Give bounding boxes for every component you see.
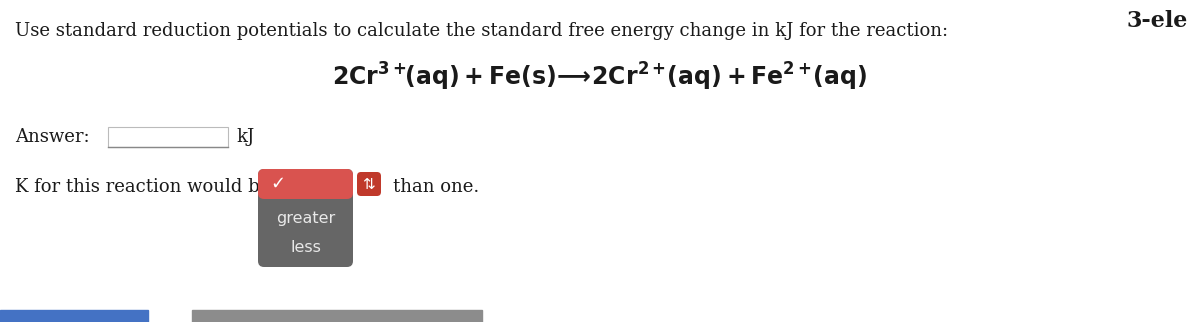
Text: greater: greater <box>276 211 335 225</box>
Text: less: less <box>290 241 320 255</box>
Text: 3-ele: 3-ele <box>1127 10 1188 32</box>
Text: $\mathbf{2Cr^{3+\!\!}(aq) + Fe(s) \!\longrightarrow\! 2Cr^{2+\!}(aq) + Fe^{2+\!}: $\mathbf{2Cr^{3+\!\!}(aq) + Fe(s) \!\lon… <box>332 61 868 93</box>
FancyBboxPatch shape <box>358 172 382 196</box>
Text: K for this reaction would b: K for this reaction would b <box>14 178 259 196</box>
Bar <box>0 310 148 322</box>
FancyBboxPatch shape <box>108 127 228 147</box>
Text: ✓: ✓ <box>270 175 286 193</box>
FancyBboxPatch shape <box>258 169 353 199</box>
Text: Use standard reduction potentials to calculate the standard free energy change i: Use standard reduction potentials to cal… <box>14 22 948 40</box>
Text: than one.: than one. <box>394 178 479 196</box>
Bar <box>192 310 482 322</box>
Text: Answer:: Answer: <box>14 128 90 146</box>
FancyBboxPatch shape <box>258 169 353 267</box>
Text: ⇅: ⇅ <box>362 176 376 192</box>
Text: kJ: kJ <box>236 128 254 146</box>
